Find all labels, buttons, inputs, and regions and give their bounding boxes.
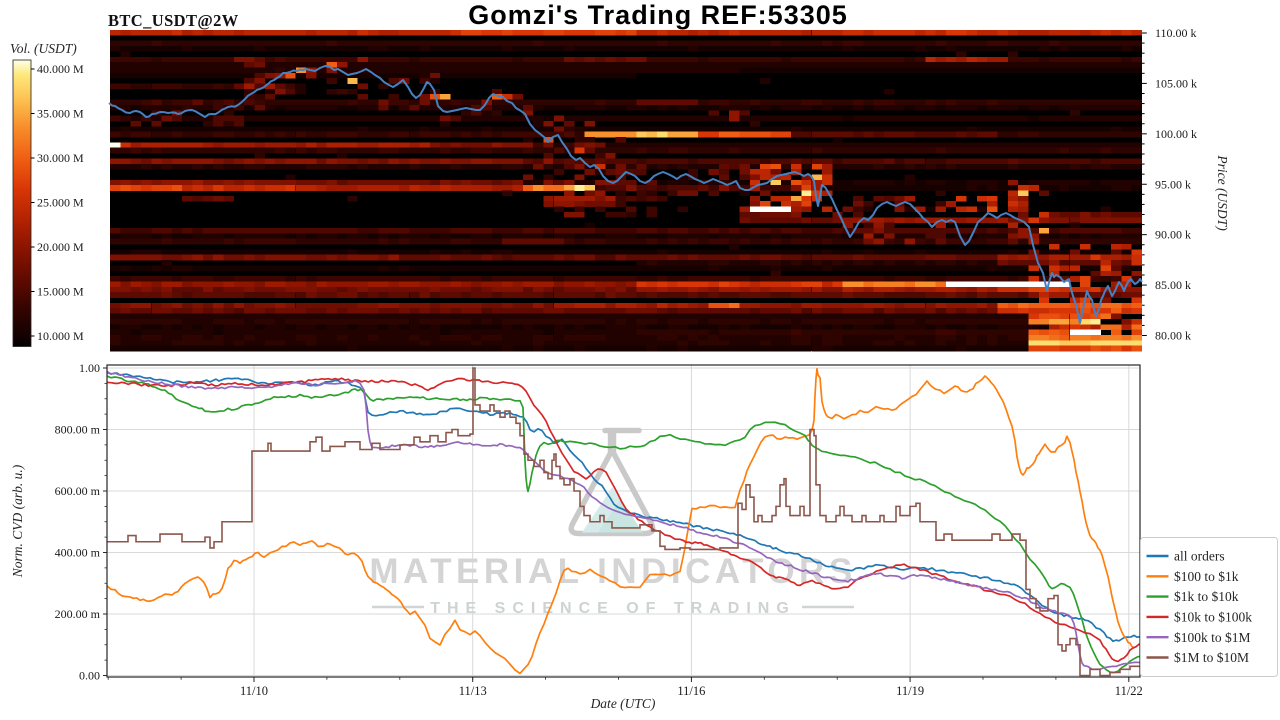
svg-text:25.000 M: 25.000 M — [37, 196, 84, 210]
svg-text:105.00 k: 105.00 k — [1155, 76, 1197, 90]
svg-text:95.00 k: 95.00 k — [1155, 177, 1191, 191]
svg-text:0.00: 0.00 — [79, 669, 100, 683]
svg-text:11/13: 11/13 — [459, 684, 487, 698]
svg-text:10.000 M: 10.000 M — [37, 329, 84, 343]
svg-text:BTC_USDT@2W: BTC_USDT@2W — [108, 11, 239, 30]
svg-text:200.00 m: 200.00 m — [55, 607, 101, 621]
svg-text:20.000 M: 20.000 M — [37, 240, 84, 254]
svg-text:MATERIAL INDICATORS: MATERIAL INDICATORS — [369, 552, 856, 591]
svg-text:11/10: 11/10 — [240, 684, 268, 698]
svg-text:Vol. (USDT): Vol. (USDT) — [10, 41, 77, 56]
svg-text:35.000 M: 35.000 M — [37, 107, 84, 121]
svg-text:85.00 k: 85.00 k — [1155, 278, 1191, 292]
svg-text:100.00 k: 100.00 k — [1155, 127, 1197, 141]
svg-text:30.000 M: 30.000 M — [37, 151, 84, 165]
svg-text:$10k to $100k: $10k to $100k — [1174, 610, 1252, 625]
svg-text:$1k to $10k: $1k to $10k — [1174, 589, 1239, 604]
svg-text:Gomzi's Trading REF:53305: Gomzi's Trading REF:53305 — [468, 0, 848, 30]
svg-text:$1M to $10M: $1M to $10M — [1174, 650, 1249, 665]
svg-text:Date (UTC): Date (UTC) — [590, 696, 656, 711]
svg-text:400.00 m: 400.00 m — [55, 546, 101, 560]
svg-text:11/16: 11/16 — [677, 684, 705, 698]
svg-text:800.00 m: 800.00 m — [55, 423, 101, 437]
svg-text:11/22: 11/22 — [1115, 684, 1143, 698]
svg-text:40.000 M: 40.000 M — [37, 62, 84, 76]
svg-text:90.00 k: 90.00 k — [1155, 228, 1191, 242]
svg-text:1.00: 1.00 — [79, 361, 100, 375]
svg-text:Price (USDT): Price (USDT) — [1215, 154, 1230, 231]
svg-text:80.00 k: 80.00 k — [1155, 328, 1191, 342]
svg-text:110.00 k: 110.00 k — [1155, 26, 1197, 40]
svg-text:11/19: 11/19 — [896, 684, 924, 698]
svg-text:THE SCIENCE OF TRADING: THE SCIENCE OF TRADING — [430, 600, 796, 617]
svg-text:$100k to $1M: $100k to $1M — [1174, 630, 1251, 645]
svg-text:15.000 M: 15.000 M — [37, 285, 84, 299]
svg-text:$100 to $1k: $100 to $1k — [1174, 569, 1239, 584]
svg-text:all orders: all orders — [1174, 549, 1225, 564]
svg-text:600.00 m: 600.00 m — [55, 484, 101, 498]
svg-text:Norm. CVD (arb. u.): Norm. CVD (arb. u.) — [10, 464, 25, 578]
